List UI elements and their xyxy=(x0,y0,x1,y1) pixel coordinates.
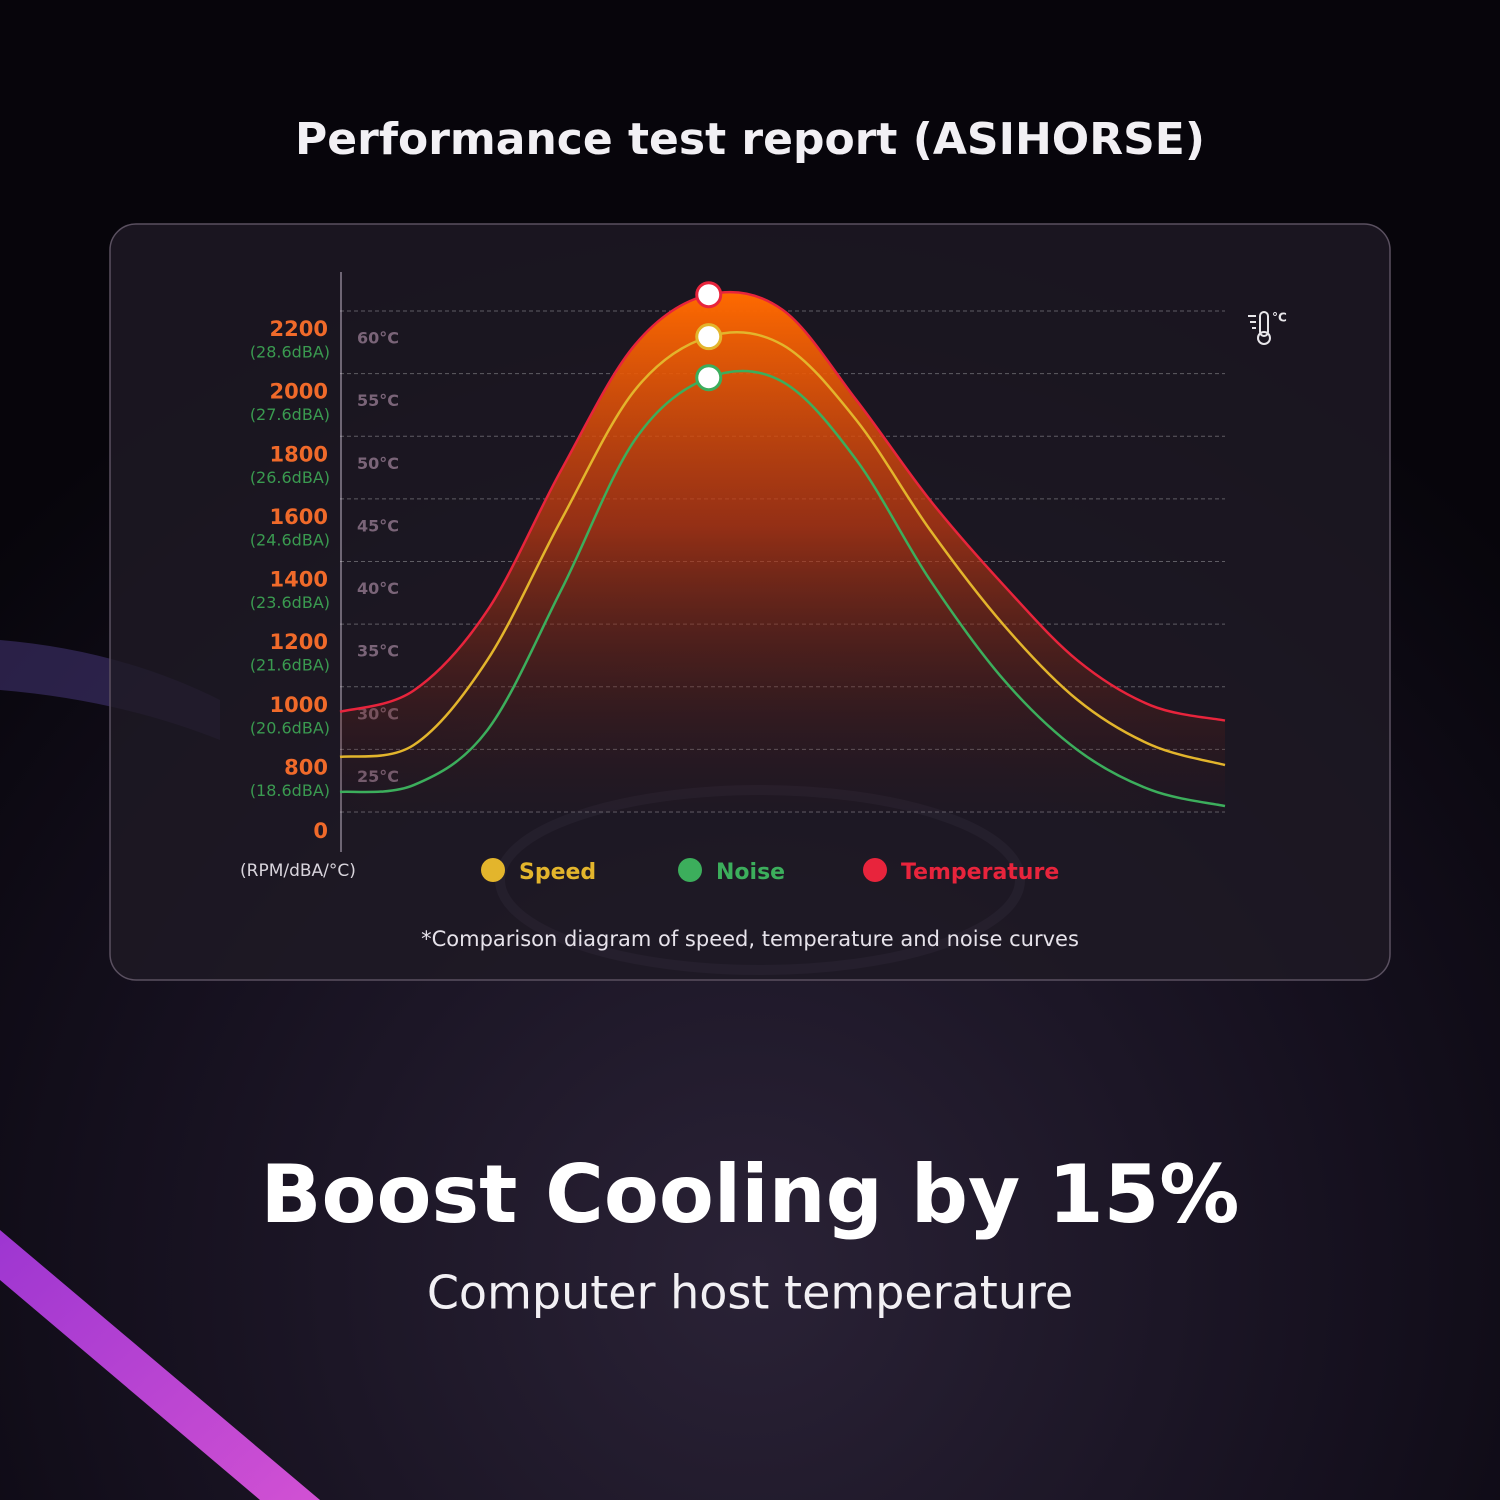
legend-label: Temperature xyxy=(901,860,1059,885)
y2-tick-label: 55°C xyxy=(357,391,399,410)
temperature-area xyxy=(340,292,1225,812)
subheadline: Computer host temperature xyxy=(427,1266,1073,1320)
y-tick-label: 1000 xyxy=(270,693,328,717)
neon-strip xyxy=(0,1230,320,1500)
y2-tick-label: 45°C xyxy=(357,516,399,535)
noise-tick-label: (27.6dBA) xyxy=(250,405,330,424)
y2-tick-label: 60°C xyxy=(357,329,399,348)
noise-tick-label: (21.6dBA) xyxy=(250,656,330,675)
y2-unit: °C xyxy=(1272,311,1287,325)
peak-marker xyxy=(695,364,723,392)
y-tick-label: 1400 xyxy=(270,568,328,592)
series-line xyxy=(339,369,1226,808)
y-tick-label: 1800 xyxy=(270,442,328,466)
y2-tick-label: 50°C xyxy=(357,454,399,473)
legend-label: Speed xyxy=(519,860,596,885)
y-tick-label: 800 xyxy=(284,755,328,779)
y-tick-label: 1600 xyxy=(270,505,328,529)
page-title: Performance test report (ASIHORSE) xyxy=(295,114,1205,165)
legend-swatch xyxy=(863,858,887,882)
y-tick-label: 2200 xyxy=(270,317,328,341)
legend-label: Noise xyxy=(716,860,785,885)
noise-tick-label: (18.6dBA) xyxy=(250,781,330,800)
axis-origin-label: 0 xyxy=(313,819,328,843)
noise-tick-label: (20.6dBA) xyxy=(250,718,330,737)
axis-label: (RPM/dBA/°C) xyxy=(240,861,356,881)
y-tick-label: 1200 xyxy=(270,630,328,654)
y2-tick-label: 40°C xyxy=(357,579,399,598)
legend-swatch xyxy=(678,858,702,882)
peak-marker xyxy=(695,323,723,351)
series-line xyxy=(339,331,1226,767)
headline: Boost Cooling by 15% xyxy=(261,1148,1240,1241)
thermometer-icon xyxy=(1248,311,1271,345)
peak-marker xyxy=(695,281,723,309)
noise-tick-label: (28.6dBA) xyxy=(250,343,330,362)
noise-tick-label: (26.6dBA) xyxy=(250,468,330,487)
series-line xyxy=(339,290,1226,722)
legend-swatch xyxy=(481,858,505,882)
y-tick-label: 2000 xyxy=(270,380,328,404)
noise-tick-label: (23.6dBA) xyxy=(250,593,330,612)
chart-note: *Comparison diagram of speed, temperatur… xyxy=(421,927,1079,951)
y2-tick-label: 35°C xyxy=(357,642,399,661)
noise-tick-label: (24.6dBA) xyxy=(250,530,330,549)
